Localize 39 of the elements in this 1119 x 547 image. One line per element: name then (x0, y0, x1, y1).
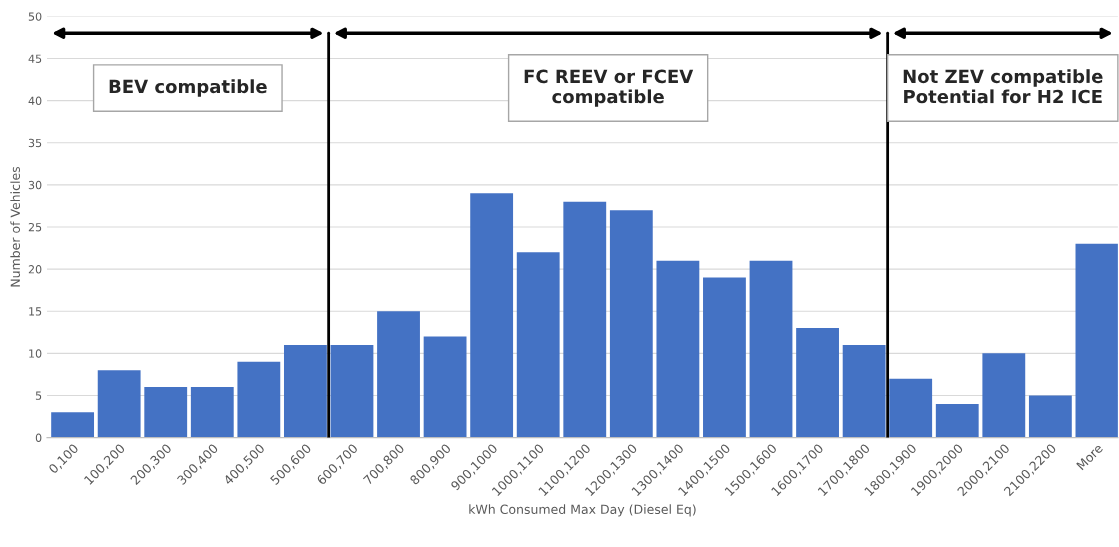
bar (51, 412, 95, 438)
x-axis-title: kWh Consumed Max Day (Diesel Eq) (469, 504, 696, 517)
bar (1028, 395, 1072, 438)
bar (935, 403, 979, 438)
bar (563, 201, 607, 438)
annotation: FC REEV or FCEV compatible (524, 69, 694, 107)
bar (237, 361, 281, 438)
bar (609, 210, 653, 438)
y-tick-label: 25 (28, 222, 42, 232)
bar (330, 344, 374, 438)
y-tick-label: 40 (28, 96, 42, 106)
y-tick-label: 0 (35, 433, 42, 442)
bar (190, 387, 234, 438)
bar (1075, 243, 1118, 438)
y-tick-label: 15 (29, 307, 42, 316)
y-tick-label: 45 (28, 54, 42, 63)
bar (842, 344, 886, 438)
bar (889, 378, 933, 438)
y-tick-label: 30 (28, 180, 42, 190)
bar (283, 344, 327, 438)
bar (144, 387, 188, 438)
bar (982, 353, 1026, 438)
bar (470, 193, 514, 438)
annotation: BEV compatible (109, 79, 267, 97)
bar (749, 260, 793, 438)
y-tick-label: 50 (28, 12, 42, 21)
bar (97, 370, 141, 438)
bar (377, 311, 420, 438)
y-tick-label: 10 (29, 349, 42, 358)
bar (703, 277, 746, 438)
y-axis-title: Number of Vehicles (10, 166, 21, 287)
y-tick-label: 5 (35, 391, 42, 400)
bar (656, 260, 700, 438)
y-tick-label: 20 (28, 265, 42, 274)
annotation: Not ZEV compatible Potential for H2 ICE (903, 69, 1103, 104)
y-tick-label: 35 (28, 138, 42, 148)
bar (516, 252, 560, 438)
bar (423, 336, 467, 438)
bar (796, 328, 839, 438)
